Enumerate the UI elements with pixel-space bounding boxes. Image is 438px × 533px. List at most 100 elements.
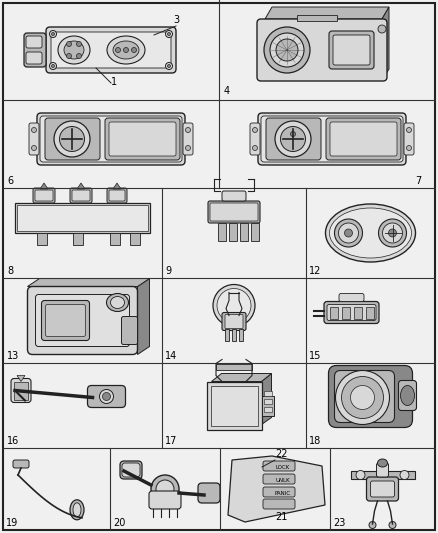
- Ellipse shape: [116, 47, 120, 52]
- FancyBboxPatch shape: [250, 123, 260, 155]
- Ellipse shape: [131, 47, 137, 52]
- Ellipse shape: [345, 229, 353, 237]
- FancyBboxPatch shape: [329, 31, 374, 69]
- FancyBboxPatch shape: [29, 123, 39, 155]
- FancyBboxPatch shape: [149, 491, 181, 509]
- Ellipse shape: [382, 223, 403, 243]
- Text: 18: 18: [309, 436, 321, 446]
- Ellipse shape: [290, 132, 296, 136]
- Ellipse shape: [325, 204, 416, 262]
- FancyBboxPatch shape: [330, 122, 397, 156]
- Ellipse shape: [54, 121, 90, 157]
- FancyBboxPatch shape: [326, 118, 401, 160]
- FancyBboxPatch shape: [37, 113, 185, 165]
- FancyBboxPatch shape: [266, 118, 321, 160]
- Ellipse shape: [67, 53, 71, 59]
- Ellipse shape: [167, 33, 170, 36]
- Bar: [216, 364, 252, 369]
- FancyBboxPatch shape: [35, 295, 130, 346]
- Bar: [366, 306, 374, 319]
- Bar: [239, 328, 243, 341]
- Bar: [14, 382, 28, 400]
- Ellipse shape: [270, 33, 304, 67]
- FancyBboxPatch shape: [51, 32, 171, 68]
- Ellipse shape: [378, 459, 388, 467]
- Bar: [130, 233, 140, 245]
- Ellipse shape: [406, 146, 411, 150]
- FancyBboxPatch shape: [263, 474, 295, 484]
- FancyBboxPatch shape: [367, 477, 399, 501]
- Bar: [17, 205, 148, 231]
- FancyBboxPatch shape: [261, 116, 403, 162]
- Ellipse shape: [32, 127, 36, 133]
- Ellipse shape: [110, 296, 124, 309]
- FancyBboxPatch shape: [335, 370, 395, 423]
- Ellipse shape: [67, 42, 71, 46]
- FancyBboxPatch shape: [333, 35, 370, 65]
- Ellipse shape: [406, 127, 411, 133]
- Ellipse shape: [49, 30, 57, 37]
- Text: 16: 16: [7, 436, 19, 446]
- Ellipse shape: [275, 121, 311, 157]
- Ellipse shape: [52, 64, 54, 68]
- FancyBboxPatch shape: [399, 381, 417, 410]
- Ellipse shape: [73, 503, 81, 517]
- Text: 1: 1: [111, 77, 117, 87]
- Ellipse shape: [252, 146, 258, 150]
- FancyBboxPatch shape: [35, 190, 53, 201]
- FancyBboxPatch shape: [26, 36, 42, 48]
- Polygon shape: [17, 376, 25, 382]
- Polygon shape: [265, 7, 389, 19]
- FancyBboxPatch shape: [222, 191, 246, 201]
- Ellipse shape: [60, 126, 85, 151]
- Text: PANIC: PANIC: [275, 491, 291, 496]
- FancyBboxPatch shape: [72, 190, 90, 201]
- Ellipse shape: [264, 27, 310, 73]
- Bar: [73, 233, 83, 245]
- Bar: [350, 471, 414, 479]
- Text: 23: 23: [333, 518, 346, 528]
- Ellipse shape: [356, 471, 365, 480]
- Ellipse shape: [166, 62, 173, 69]
- Ellipse shape: [58, 36, 90, 64]
- FancyBboxPatch shape: [222, 312, 246, 330]
- Text: 12: 12: [309, 266, 321, 276]
- Ellipse shape: [113, 41, 139, 59]
- Ellipse shape: [378, 25, 386, 33]
- FancyBboxPatch shape: [28, 287, 138, 354]
- Text: 21: 21: [275, 512, 287, 522]
- Bar: [354, 306, 362, 319]
- Ellipse shape: [77, 42, 81, 46]
- FancyBboxPatch shape: [257, 19, 387, 81]
- FancyBboxPatch shape: [371, 481, 395, 497]
- Polygon shape: [28, 279, 149, 287]
- FancyBboxPatch shape: [13, 460, 29, 468]
- FancyBboxPatch shape: [377, 463, 389, 477]
- Ellipse shape: [252, 127, 258, 133]
- Text: 8: 8: [7, 266, 13, 276]
- Polygon shape: [228, 456, 325, 522]
- Ellipse shape: [389, 521, 396, 529]
- Ellipse shape: [217, 288, 251, 322]
- Ellipse shape: [102, 392, 110, 400]
- FancyBboxPatch shape: [24, 33, 46, 67]
- Ellipse shape: [186, 146, 191, 150]
- Text: 17: 17: [165, 436, 177, 446]
- FancyBboxPatch shape: [46, 304, 85, 336]
- Polygon shape: [261, 374, 272, 424]
- Bar: [264, 399, 272, 403]
- Bar: [206, 382, 261, 430]
- Text: UNLK: UNLK: [276, 478, 290, 483]
- Text: 9: 9: [165, 266, 171, 276]
- Ellipse shape: [99, 390, 113, 403]
- FancyBboxPatch shape: [258, 113, 406, 165]
- Ellipse shape: [213, 285, 255, 327]
- FancyBboxPatch shape: [107, 188, 127, 203]
- FancyBboxPatch shape: [210, 203, 258, 221]
- Polygon shape: [382, 7, 389, 81]
- Polygon shape: [212, 374, 272, 382]
- Text: 19: 19: [6, 518, 18, 528]
- FancyBboxPatch shape: [46, 27, 176, 73]
- Text: 6: 6: [7, 176, 13, 186]
- Ellipse shape: [335, 219, 363, 247]
